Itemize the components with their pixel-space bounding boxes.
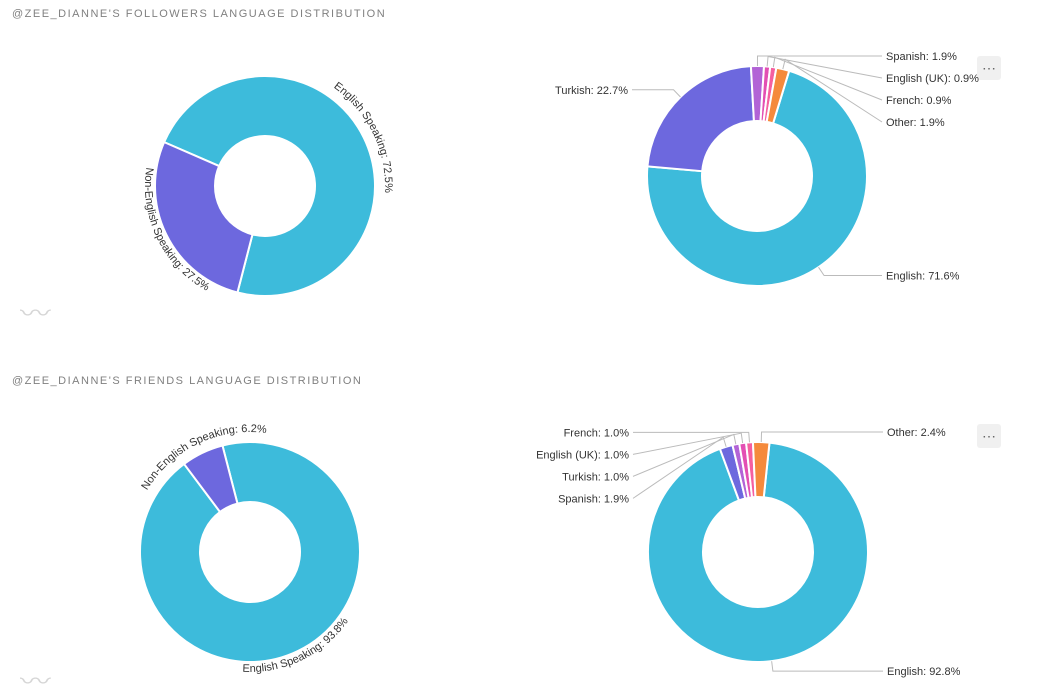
amcharts-watermark: 〰 (20, 664, 45, 696)
slice-label: English (UK): 0.9% (886, 73, 979, 85)
donut-slice[interactable] (140, 442, 360, 662)
slice-label: French: 0.9% (886, 95, 952, 107)
slice-label: Spanish: 1.9% (558, 493, 629, 505)
leader-line (772, 661, 883, 671)
slice-label: Other: 1.9% (886, 117, 945, 129)
slice-label: English: 71.6% (886, 270, 960, 282)
slice-label: Spanish: 1.9% (886, 51, 957, 63)
leader-line (761, 432, 883, 442)
friends-section-title: @ZEE_DIANNE'S FRIENDS LANGUAGE DISTRIBUT… (12, 375, 362, 387)
slice-label: Other: 2.4% (887, 427, 946, 439)
slice-label: Turkish: 1.0% (562, 471, 629, 483)
donut-slice[interactable] (155, 142, 252, 292)
leader-line (818, 267, 882, 275)
slice-label: English: 92.8% (887, 666, 961, 678)
amcharts-watermark: 〰 (20, 296, 45, 328)
donut-slice[interactable] (647, 66, 754, 171)
leader-line (632, 90, 680, 97)
chart-menu-button[interactable]: ⋯ (977, 56, 1001, 80)
leader-line (633, 432, 750, 442)
slice-label: Turkish: 22.7% (555, 85, 628, 97)
slice-label: French: 1.0% (564, 427, 630, 439)
leader-line (757, 56, 882, 66)
slice-label: English (UK): 1.0% (536, 449, 629, 461)
chart-menu-button[interactable]: ⋯ (977, 424, 1001, 448)
followers-section-title: @ZEE_DIANNE'S FOLLOWERS LANGUAGE DISTRIB… (12, 8, 386, 20)
